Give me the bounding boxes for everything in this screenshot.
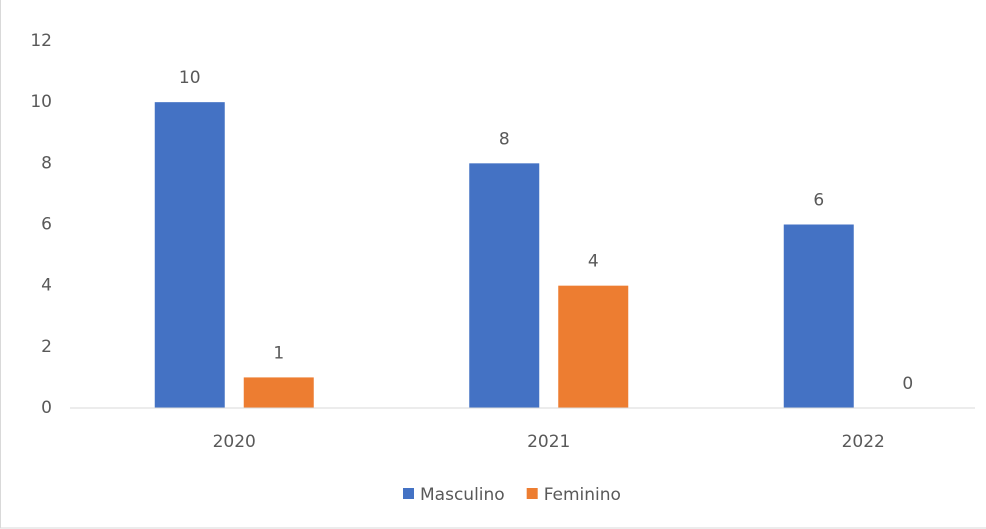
legend-label: Feminino <box>544 485 621 505</box>
value-label: 6 <box>813 191 824 211</box>
x-tick-label: 2020 <box>213 432 256 452</box>
value-label: 1 <box>273 343 284 363</box>
value-label: 8 <box>499 129 510 149</box>
bar <box>783 224 854 408</box>
value-label: 0 <box>902 374 913 394</box>
value-label: 4 <box>588 252 599 272</box>
legend-swatch <box>403 488 414 499</box>
bar <box>243 377 314 408</box>
bar <box>154 102 225 409</box>
legend-label: Masculino <box>420 485 505 505</box>
y-tick-label: 8 <box>41 153 52 173</box>
bar <box>558 285 629 408</box>
value-label: 10 <box>179 68 201 88</box>
x-tick-label: 2022 <box>842 432 885 452</box>
y-tick-label: 12 <box>30 31 52 51</box>
y-tick-label: 4 <box>41 276 52 296</box>
x-tick-label: 2021 <box>527 432 570 452</box>
y-tick-label: 2 <box>41 337 52 357</box>
y-tick-label: 6 <box>41 215 52 235</box>
y-tick-label: 10 <box>30 92 52 112</box>
y-tick-label: 0 <box>41 398 52 418</box>
bar <box>469 163 540 408</box>
legend-swatch <box>526 488 538 499</box>
